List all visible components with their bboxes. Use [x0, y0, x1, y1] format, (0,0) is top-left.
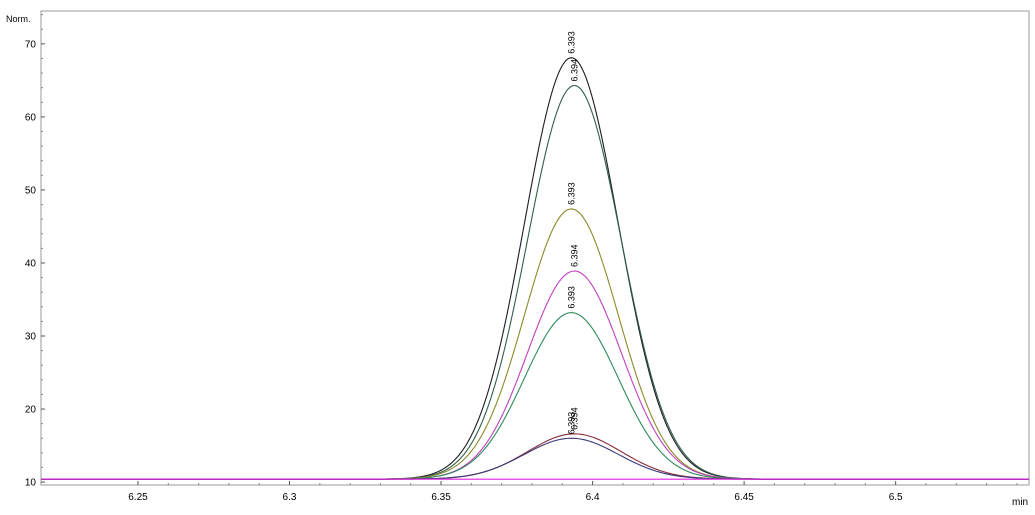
x-tick-label: 6.3 — [283, 492, 297, 503]
plot-frame — [40, 10, 1030, 486]
x-tick-label: 6.5 — [889, 492, 903, 503]
y-tick-label: 60 — [25, 112, 37, 123]
x-tick-label: 6.4 — [586, 492, 600, 503]
y-axis-label: Norm. — [6, 14, 31, 24]
peak-label: 6.393 — [566, 182, 576, 205]
y-tick-label: 10 — [25, 478, 37, 489]
peak-label: 6.393 — [566, 31, 576, 54]
x-axis-label: min — [1012, 497, 1028, 508]
y-tick-label: 70 — [25, 39, 37, 50]
peak-label: 6.394 — [569, 244, 579, 267]
x-tick-label: 6.25 — [128, 492, 148, 503]
x-tick-label: 6.35 — [431, 492, 451, 503]
series-group — [41, 57, 1029, 480]
y-tick-label: 30 — [25, 332, 37, 343]
y-tick-label: 20 — [25, 405, 37, 416]
axis-ticks: 10 20 30 40 50 60 70 6.25 6.3 6.35 6.4 6.45 6.5 — [25, 14, 1018, 503]
peak-label: 6.393 — [566, 286, 576, 309]
x-tick-label: 6.45 — [734, 492, 754, 503]
peak-label: 6.394 — [569, 407, 579, 430]
peak-label: 6.394 — [569, 59, 579, 82]
y-tick-label: 40 — [25, 258, 37, 269]
y-tick-label: 50 — [25, 185, 37, 196]
peak-label: 6.393 — [566, 412, 576, 435]
